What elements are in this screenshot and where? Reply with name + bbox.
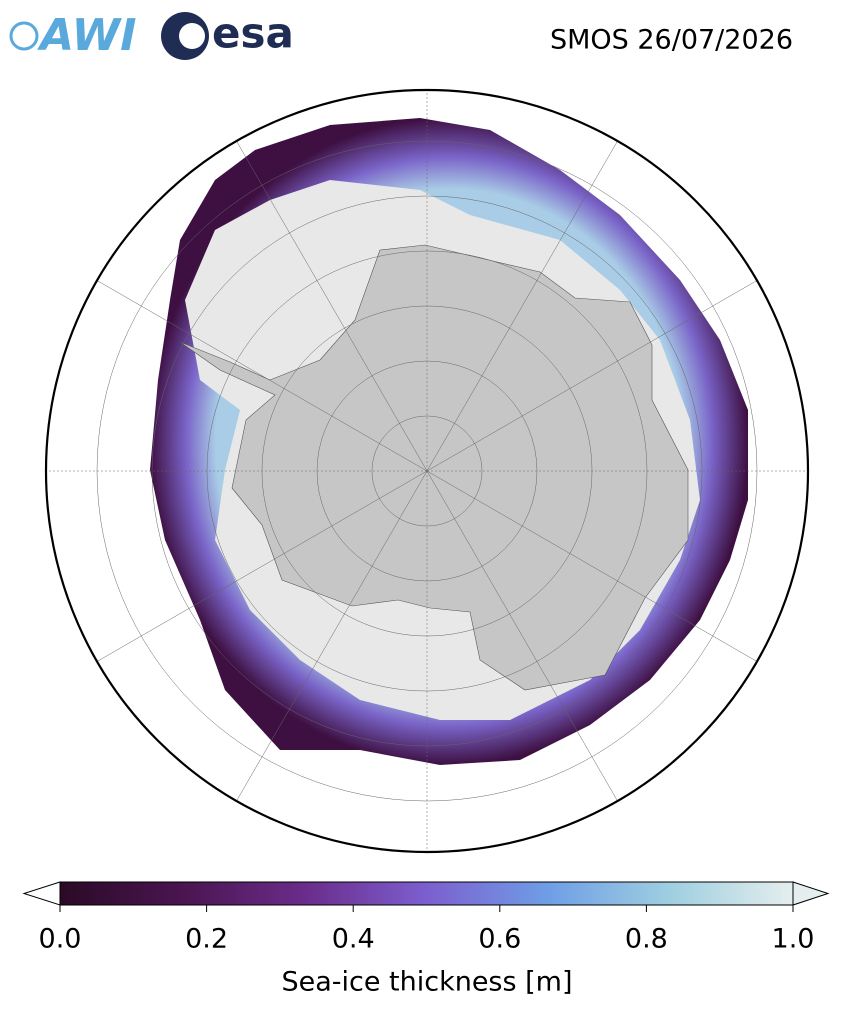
colorbar-tick-label: 0.4	[332, 924, 375, 955]
continent	[179, 244, 689, 691]
esa-logo: esa	[161, 9, 294, 60]
colorbar	[22, 881, 830, 912]
awi-logo-text: AWI	[37, 10, 137, 61]
colorbar-label: Sea-ice thickness [m]	[281, 967, 572, 998]
graticule-circle	[151, 195, 703, 747]
graticule-meridian	[231, 470, 428, 809]
graticule-circle	[371, 415, 483, 527]
colorbar-tick-label: 0.0	[39, 924, 82, 955]
awi-logo: AWI	[9, 10, 137, 61]
graticule-meridian	[89, 275, 428, 472]
graticule-meridian	[426, 470, 765, 667]
title: SMOS 26/07/2026	[550, 25, 793, 56]
esa-logo-text: esa	[212, 9, 294, 58]
graticule-meridian	[426, 470, 623, 809]
graticule-meridian	[426, 133, 623, 472]
graticule-meridian	[426, 275, 765, 472]
colorbar-gradient	[59, 881, 794, 906]
colorbar-tick-label: 1.0	[772, 924, 815, 955]
colorbar-tick-label: 0.8	[625, 924, 668, 955]
colorbar-tick-label: 0.6	[478, 924, 521, 955]
map-frame	[44, 88, 810, 854]
colorbar-tick-label: 0.2	[185, 924, 228, 955]
graticule	[46, 90, 808, 852]
graticule-meridian	[231, 133, 428, 472]
map	[46, 90, 808, 852]
graticule-meridian	[89, 470, 428, 667]
colorbar-extend-high	[792, 881, 830, 906]
colorbar-extend-low	[22, 881, 61, 906]
